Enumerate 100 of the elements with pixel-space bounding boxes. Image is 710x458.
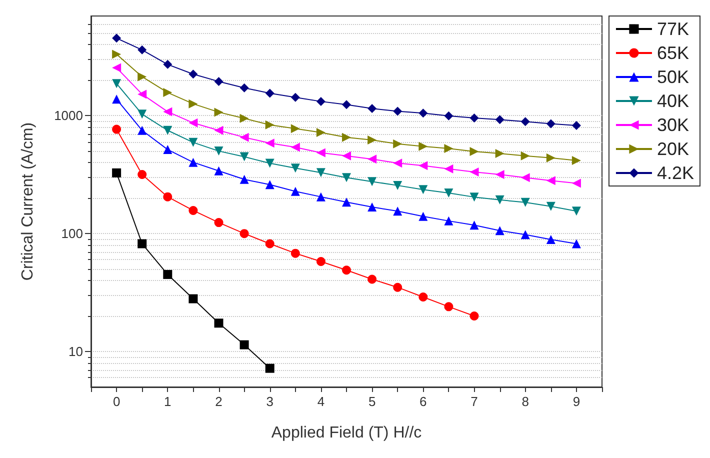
point xyxy=(112,124,122,134)
point xyxy=(214,318,224,328)
point xyxy=(418,161,428,170)
point xyxy=(393,180,402,190)
point xyxy=(188,70,198,79)
point xyxy=(112,63,122,72)
point xyxy=(418,212,428,221)
y-tick-label: 10 xyxy=(68,344,83,359)
point xyxy=(470,192,479,202)
point xyxy=(546,176,556,186)
point xyxy=(495,115,504,124)
point xyxy=(112,168,122,178)
point xyxy=(138,110,147,119)
legend-label: 65K xyxy=(656,43,690,63)
legend-label: 50K xyxy=(656,67,690,87)
point xyxy=(444,111,454,120)
point xyxy=(444,164,454,174)
point xyxy=(112,94,122,104)
point xyxy=(163,192,172,202)
x-tick-label: 5 xyxy=(368,394,376,409)
point xyxy=(520,173,530,182)
point xyxy=(520,117,530,126)
point xyxy=(495,148,504,158)
point xyxy=(393,106,402,116)
point xyxy=(188,294,198,304)
point xyxy=(138,90,147,99)
point xyxy=(290,92,300,102)
legend-label: 20K xyxy=(656,139,690,159)
point xyxy=(214,166,224,176)
point xyxy=(112,34,122,43)
point xyxy=(214,126,224,135)
point xyxy=(265,180,274,190)
point xyxy=(138,45,147,54)
point xyxy=(240,132,249,142)
point xyxy=(316,128,326,138)
point xyxy=(240,152,249,162)
point xyxy=(188,118,198,128)
point xyxy=(163,88,172,98)
point xyxy=(316,256,326,266)
point xyxy=(214,76,224,86)
y-axis-title: Critical Current (A/cm) xyxy=(20,122,36,281)
point xyxy=(418,292,428,302)
point xyxy=(520,151,530,160)
point xyxy=(444,144,454,154)
legend-label: 4.2K xyxy=(656,163,694,183)
point xyxy=(546,119,556,128)
x-tick-label: 3 xyxy=(266,394,274,409)
point xyxy=(240,340,249,350)
point xyxy=(342,151,351,160)
point xyxy=(138,170,147,179)
legend-label: 77K xyxy=(656,19,690,39)
point xyxy=(495,195,504,204)
point xyxy=(316,168,326,178)
point xyxy=(188,158,198,167)
point xyxy=(240,83,249,92)
point xyxy=(368,202,377,212)
point xyxy=(316,96,326,106)
point xyxy=(572,156,581,165)
point xyxy=(163,60,172,69)
point xyxy=(546,153,556,162)
point xyxy=(368,104,377,113)
point xyxy=(470,167,479,176)
point xyxy=(572,120,581,130)
point xyxy=(138,239,147,248)
point xyxy=(393,139,402,148)
point xyxy=(290,164,300,173)
legend-label: 30K xyxy=(656,115,690,135)
point xyxy=(188,206,198,215)
x-tick-label: 9 xyxy=(572,394,580,409)
point xyxy=(572,239,581,248)
point xyxy=(163,145,172,154)
point xyxy=(188,99,198,108)
point xyxy=(546,202,556,211)
point xyxy=(342,198,351,207)
x-tick-label: 7 xyxy=(470,394,478,409)
point xyxy=(342,100,351,110)
point xyxy=(240,174,249,184)
point xyxy=(290,248,300,258)
point xyxy=(290,124,300,134)
point xyxy=(163,126,172,135)
point xyxy=(418,142,428,151)
point xyxy=(393,282,402,292)
x-tick-label: 1 xyxy=(164,394,172,409)
x-axis-title: Applied Field (T) H//c xyxy=(271,424,422,442)
point xyxy=(444,188,454,198)
point xyxy=(393,206,402,216)
point xyxy=(265,158,274,168)
point xyxy=(265,364,274,373)
point xyxy=(265,138,274,148)
point xyxy=(290,142,300,152)
point xyxy=(138,126,147,135)
point xyxy=(316,148,326,158)
point xyxy=(214,146,224,156)
point xyxy=(418,108,428,118)
x-tick-label: 2 xyxy=(215,394,222,409)
point xyxy=(444,216,454,226)
point xyxy=(163,107,172,116)
point xyxy=(138,72,147,82)
point xyxy=(368,135,377,144)
point xyxy=(393,158,402,168)
